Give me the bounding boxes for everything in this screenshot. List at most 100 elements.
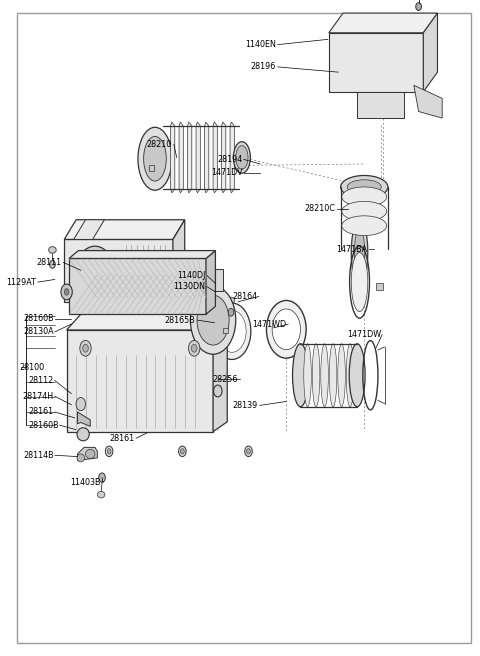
Polygon shape bbox=[230, 122, 234, 193]
Polygon shape bbox=[77, 412, 90, 426]
Ellipse shape bbox=[304, 344, 312, 407]
Ellipse shape bbox=[76, 398, 85, 411]
Text: 28161: 28161 bbox=[29, 407, 54, 417]
Ellipse shape bbox=[107, 449, 111, 454]
Ellipse shape bbox=[342, 201, 387, 221]
Bar bbox=[149, 165, 154, 171]
Text: 28111: 28111 bbox=[37, 258, 62, 267]
Ellipse shape bbox=[105, 446, 113, 457]
Ellipse shape bbox=[272, 309, 300, 350]
Ellipse shape bbox=[144, 136, 166, 181]
Ellipse shape bbox=[214, 385, 222, 397]
Text: 28174H: 28174H bbox=[23, 392, 54, 401]
Ellipse shape bbox=[346, 344, 354, 407]
Polygon shape bbox=[213, 314, 227, 432]
Polygon shape bbox=[69, 251, 216, 258]
Polygon shape bbox=[423, 13, 437, 92]
Ellipse shape bbox=[342, 216, 387, 236]
Ellipse shape bbox=[312, 344, 320, 407]
Text: 1129AT: 1129AT bbox=[6, 277, 36, 287]
Ellipse shape bbox=[329, 344, 337, 407]
Ellipse shape bbox=[179, 446, 186, 457]
Polygon shape bbox=[204, 122, 209, 193]
Text: 28164: 28164 bbox=[232, 292, 257, 301]
Ellipse shape bbox=[180, 449, 184, 454]
Text: 1471DW: 1471DW bbox=[347, 330, 381, 339]
Ellipse shape bbox=[77, 428, 89, 441]
Ellipse shape bbox=[61, 284, 72, 300]
Text: 28160B: 28160B bbox=[28, 420, 59, 430]
Text: 1471WD: 1471WD bbox=[252, 319, 286, 329]
Polygon shape bbox=[69, 258, 206, 314]
Ellipse shape bbox=[292, 344, 309, 407]
Text: 1471BA: 1471BA bbox=[336, 245, 368, 254]
Ellipse shape bbox=[85, 449, 95, 459]
Text: 28194: 28194 bbox=[217, 155, 242, 164]
Polygon shape bbox=[357, 92, 405, 118]
Ellipse shape bbox=[228, 308, 234, 316]
Ellipse shape bbox=[192, 344, 197, 352]
Polygon shape bbox=[329, 33, 423, 92]
Ellipse shape bbox=[99, 473, 105, 482]
Ellipse shape bbox=[245, 446, 252, 457]
Bar bbox=[376, 283, 383, 290]
Polygon shape bbox=[64, 239, 173, 302]
Ellipse shape bbox=[77, 454, 84, 462]
Ellipse shape bbox=[341, 175, 388, 199]
Polygon shape bbox=[414, 85, 442, 118]
Ellipse shape bbox=[347, 180, 381, 194]
Ellipse shape bbox=[416, 3, 421, 10]
Polygon shape bbox=[67, 314, 227, 330]
Ellipse shape bbox=[213, 303, 251, 359]
Text: 28210C: 28210C bbox=[304, 204, 335, 213]
Ellipse shape bbox=[342, 187, 387, 207]
Text: 1130DN: 1130DN bbox=[173, 282, 205, 291]
Polygon shape bbox=[64, 220, 185, 239]
Ellipse shape bbox=[49, 260, 55, 268]
Text: 11403B: 11403B bbox=[71, 478, 101, 487]
Ellipse shape bbox=[354, 229, 365, 276]
Polygon shape bbox=[206, 251, 216, 314]
Text: 28256: 28256 bbox=[213, 375, 238, 384]
Polygon shape bbox=[179, 122, 183, 193]
Ellipse shape bbox=[197, 295, 229, 345]
Ellipse shape bbox=[351, 253, 368, 312]
Polygon shape bbox=[74, 220, 105, 239]
Polygon shape bbox=[170, 122, 175, 193]
Polygon shape bbox=[329, 13, 437, 33]
Ellipse shape bbox=[48, 247, 56, 253]
Ellipse shape bbox=[75, 246, 115, 301]
Text: 28160B: 28160B bbox=[23, 314, 54, 323]
Bar bbox=[223, 328, 228, 333]
Ellipse shape bbox=[236, 146, 248, 169]
Ellipse shape bbox=[191, 286, 236, 354]
Polygon shape bbox=[77, 447, 97, 461]
Ellipse shape bbox=[82, 255, 108, 292]
Polygon shape bbox=[222, 122, 226, 193]
Ellipse shape bbox=[351, 220, 368, 285]
Ellipse shape bbox=[83, 344, 88, 352]
Text: 28139: 28139 bbox=[233, 401, 258, 410]
Text: 28130A: 28130A bbox=[23, 327, 54, 337]
Text: 28210: 28210 bbox=[147, 140, 172, 149]
Text: 28100: 28100 bbox=[19, 363, 44, 372]
Polygon shape bbox=[188, 122, 192, 193]
Ellipse shape bbox=[247, 449, 251, 454]
Text: 1471DV: 1471DV bbox=[211, 168, 242, 177]
Text: 28161: 28161 bbox=[109, 434, 134, 443]
Polygon shape bbox=[204, 269, 223, 291]
Ellipse shape bbox=[338, 344, 345, 407]
Ellipse shape bbox=[266, 300, 306, 358]
Text: 28114B: 28114B bbox=[23, 451, 54, 460]
Text: 28165B: 28165B bbox=[165, 316, 195, 325]
Ellipse shape bbox=[233, 142, 251, 173]
Ellipse shape bbox=[349, 344, 365, 407]
Text: 1140EN: 1140EN bbox=[245, 40, 276, 49]
Ellipse shape bbox=[64, 289, 69, 295]
Polygon shape bbox=[173, 220, 185, 302]
Ellipse shape bbox=[97, 491, 105, 498]
Ellipse shape bbox=[138, 127, 172, 190]
Text: 28196: 28196 bbox=[251, 62, 276, 72]
Ellipse shape bbox=[189, 340, 200, 356]
Ellipse shape bbox=[80, 340, 91, 356]
